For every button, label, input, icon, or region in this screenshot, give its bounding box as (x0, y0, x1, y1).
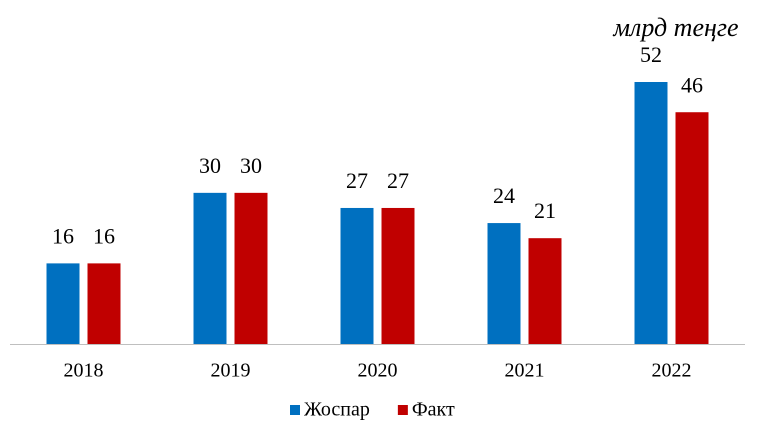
bar (675, 112, 709, 344)
legend-swatch (397, 405, 408, 415)
data-label: 16 (52, 223, 74, 248)
bar (87, 263, 121, 344)
data-label: 46 (681, 72, 703, 97)
data-label: 30 (240, 153, 262, 178)
unit-label: млрд теңге (612, 13, 738, 42)
legend-swatch (290, 405, 300, 415)
x-tick-label: 2020 (358, 360, 398, 382)
x-tick-label: 2021 (505, 360, 545, 382)
x-tick-label: 2022 (652, 360, 692, 382)
data-label: 27 (387, 168, 409, 193)
legend-label: Жоспар (304, 399, 370, 421)
bar (381, 207, 415, 344)
x-tick-label: 2018 (64, 360, 104, 382)
bar (634, 82, 668, 344)
data-label: 24 (493, 183, 515, 208)
data-label: 27 (346, 168, 368, 193)
legend-label: Факт (412, 399, 455, 421)
bar (234, 192, 268, 344)
bar (340, 207, 374, 344)
bar (46, 263, 80, 344)
data-label: 16 (93, 223, 115, 248)
bar (487, 223, 521, 344)
data-label: 30 (199, 153, 221, 178)
data-label: 52 (640, 42, 662, 67)
data-label: 21 (534, 198, 556, 223)
bar (193, 192, 227, 344)
x-tick-label: 2019 (211, 360, 251, 382)
bar (528, 238, 562, 344)
